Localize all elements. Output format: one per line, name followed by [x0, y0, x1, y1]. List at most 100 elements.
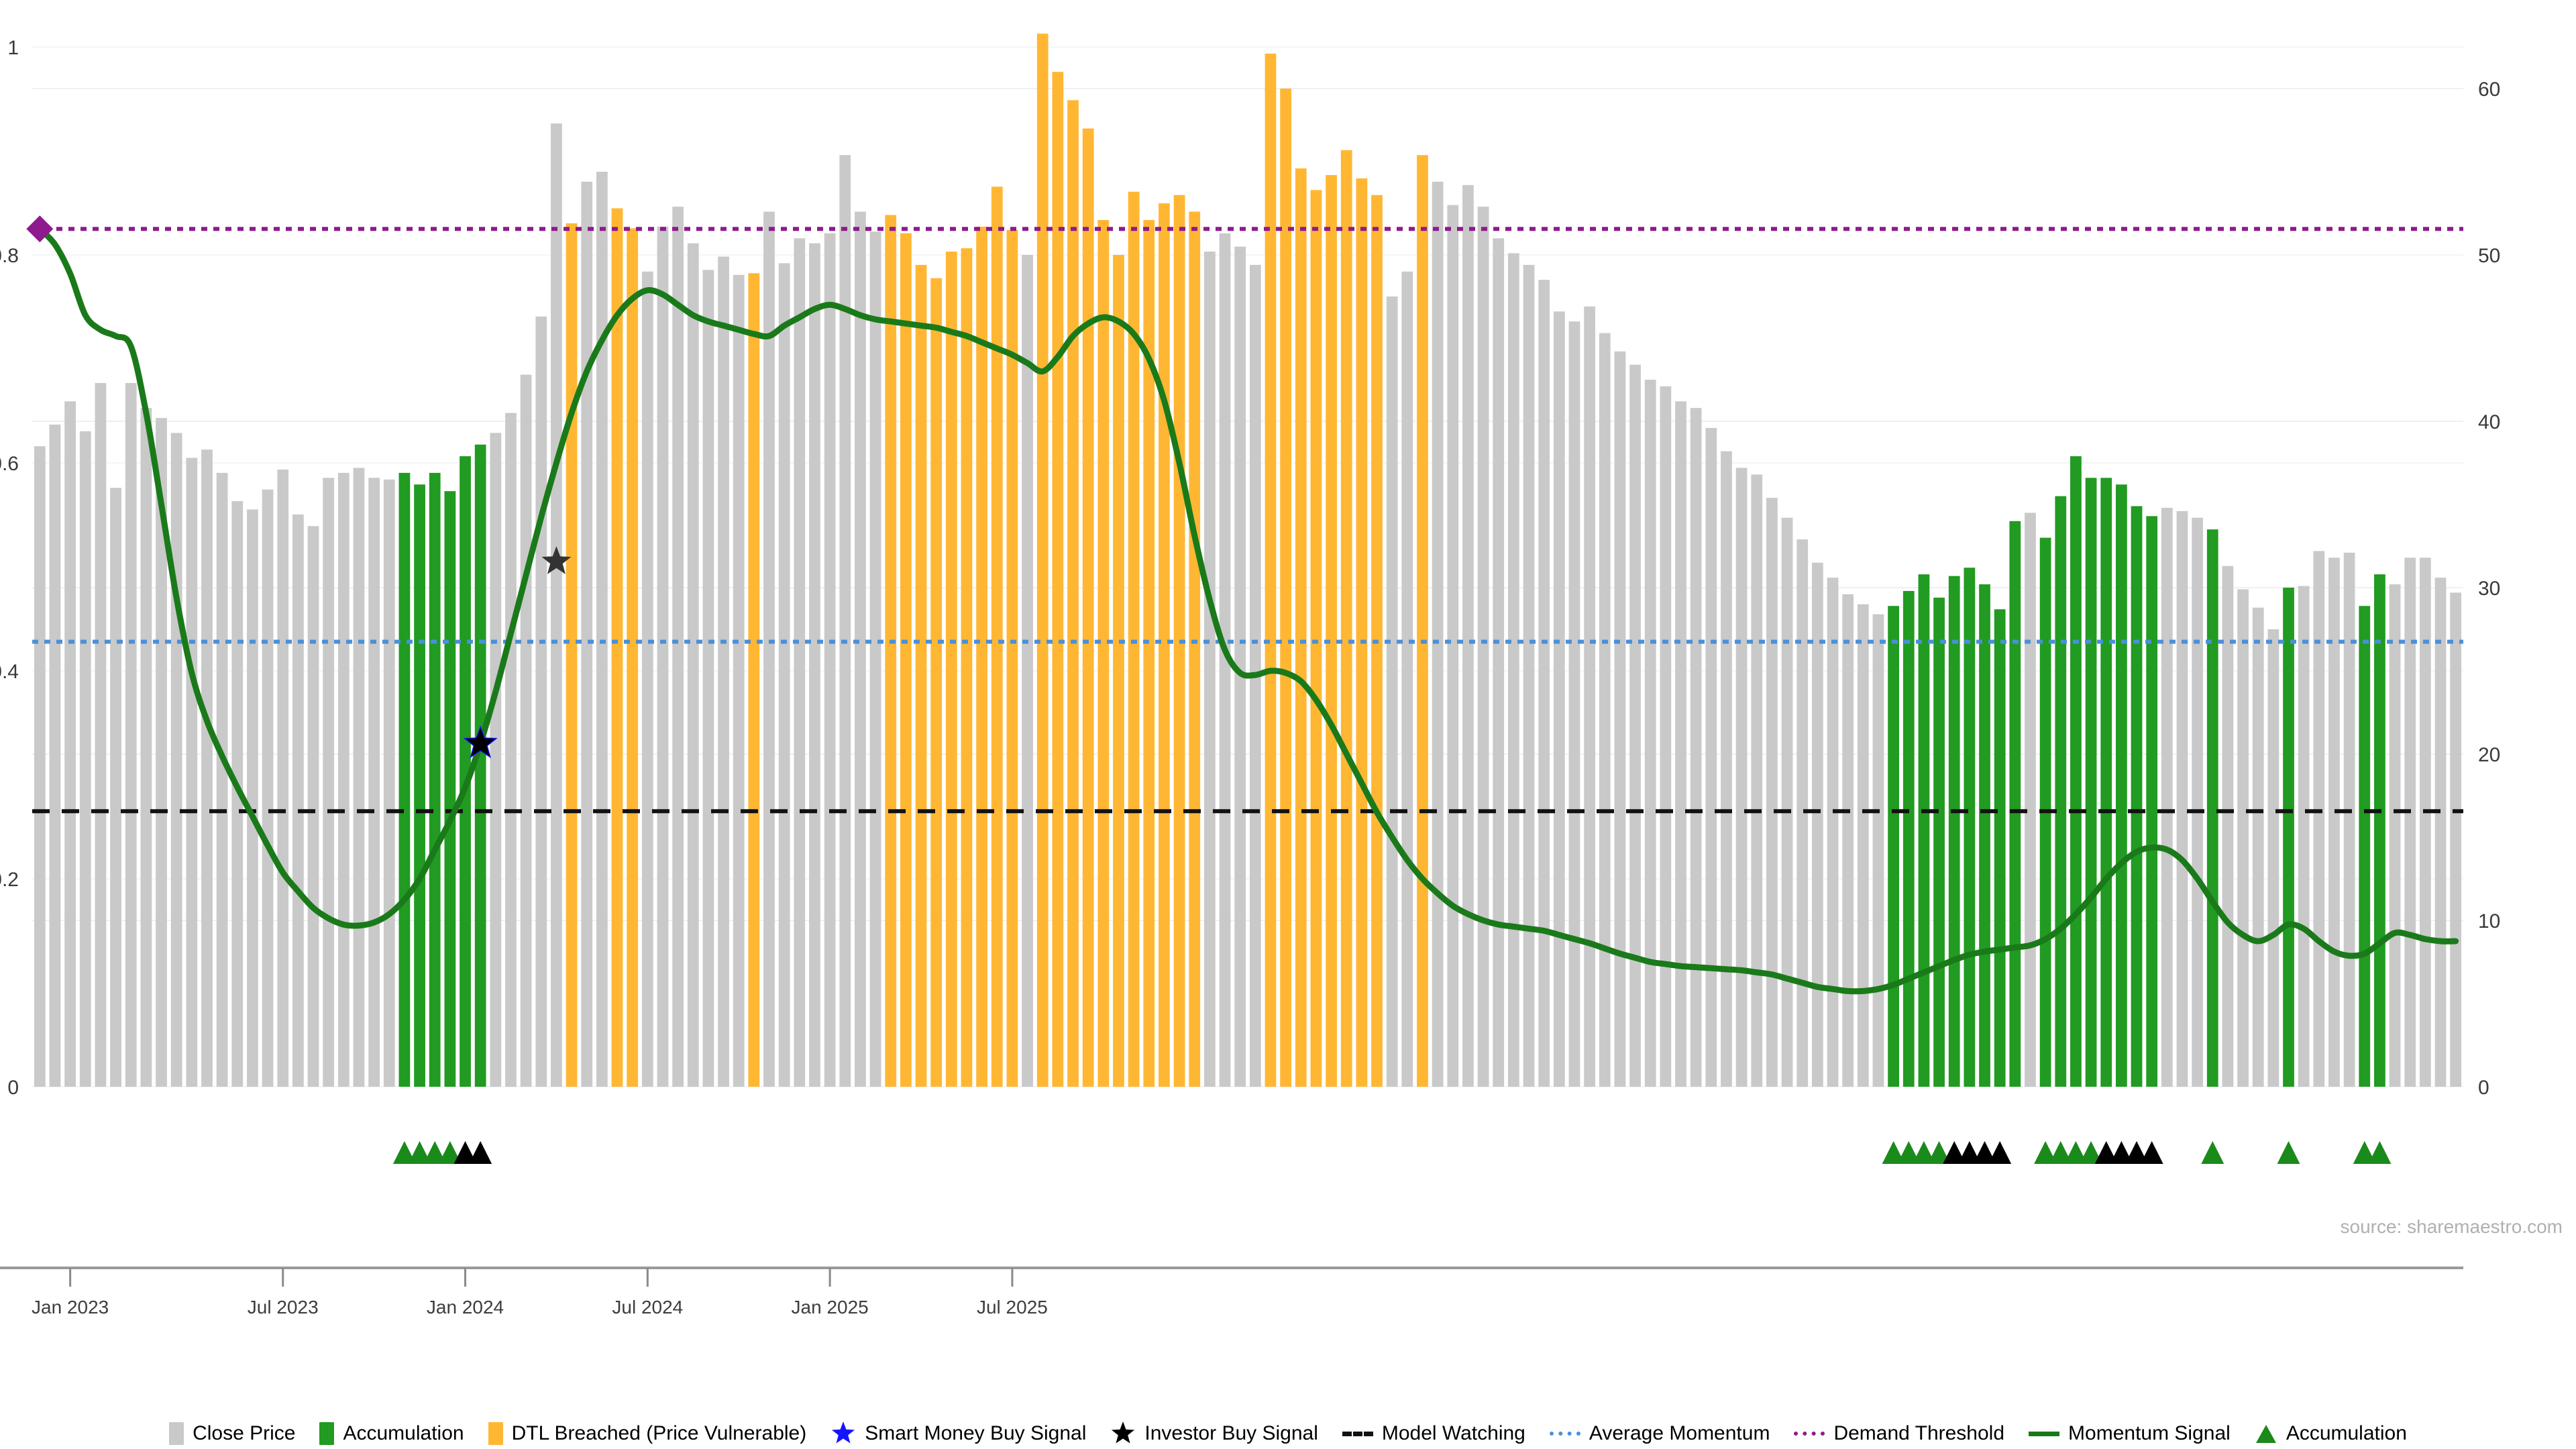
price-bar-accumulation: [414, 484, 425, 1087]
y-axis-right-tick-label: 0: [2478, 1077, 2489, 1099]
price-bar-dtl-breached: [991, 186, 1003, 1087]
accumulation-triangle-green: [2353, 1141, 2376, 1164]
price-bar-close: [277, 469, 289, 1087]
price-bar-accumulation: [2374, 574, 2385, 1087]
price-bar-accumulation: [2146, 516, 2158, 1087]
price-bar-accumulation: [2359, 606, 2371, 1087]
investor-buy-signal-star: [466, 728, 496, 757]
y-axis-left-tick-label: 0.4: [0, 661, 19, 683]
signal-markers: [26, 215, 572, 759]
price-bar-close: [368, 478, 380, 1087]
price-bar-dtl-breached: [915, 264, 927, 1087]
legend-item-label: Average Momentum: [1589, 1422, 1770, 1444]
legend-average-momentum[interactable]: Average Momentum: [1549, 1422, 1770, 1445]
price-bar-close: [1568, 321, 1580, 1087]
price-bar-accumulation: [474, 444, 486, 1087]
price-bar-close: [201, 449, 213, 1087]
price-bar-close: [2192, 517, 2203, 1087]
legend-bar-swatch-icon: [169, 1422, 184, 1445]
accumulation-triangle-black: [2110, 1141, 2133, 1164]
x-axis-tick-label: Jul 2024: [612, 1297, 683, 1318]
price-bar-close: [2237, 589, 2249, 1087]
price-bar-close: [1644, 380, 1656, 1087]
reference-lines: [32, 227, 2463, 814]
legend-item-label: Accumulation: [2286, 1422, 2407, 1444]
x-axis-tick-label: Jan 2023: [32, 1297, 109, 1318]
accumulation-triangle-green: [1927, 1141, 1951, 1164]
price-bar-close: [839, 155, 851, 1087]
legend-item-label: Model Watching: [1381, 1422, 1525, 1444]
accumulation-triangle-green: [2080, 1141, 2103, 1164]
legend-dtl-breached[interactable]: DTL Breached (Price Vulnerable): [488, 1422, 806, 1445]
legend-model-watching[interactable]: Model Watching: [1342, 1422, 1525, 1445]
price-bar-dtl-breached: [1417, 155, 1428, 1087]
price-bar-close: [824, 233, 836, 1087]
accumulation-triangle-black: [2140, 1141, 2163, 1164]
legend-close-price[interactable]: Close Price: [169, 1422, 295, 1445]
price-bar-close: [307, 526, 319, 1087]
y-axis-right-tick-label: 60: [2478, 78, 2500, 101]
price-bar-dtl-breached: [1280, 89, 1291, 1087]
price-bar-close: [869, 231, 881, 1087]
legend-smart-money-buy-signal[interactable]: Smart Money Buy Signal: [830, 1421, 1086, 1446]
price-bar-accumulation: [1994, 609, 2006, 1087]
price-bar-accumulation: [2085, 478, 2097, 1087]
legend-momentum-signal[interactable]: Momentum Signal: [2029, 1422, 2231, 1445]
price-bar-close: [186, 458, 198, 1087]
price-bar-close: [1507, 253, 1519, 1087]
price-bar-close: [1751, 474, 1763, 1087]
price-bar-close: [1705, 427, 1717, 1087]
legend-accumulation-bar[interactable]: Accumulation: [319, 1422, 464, 1445]
price-bar-close: [95, 382, 107, 1087]
y-axis-right-tick-label: 20: [2478, 744, 2500, 766]
price-bar-dtl-breached: [1310, 190, 1322, 1087]
price-bar-accumulation: [398, 472, 411, 1087]
price-bar-close: [64, 401, 76, 1087]
chart-legend: Close Price Accumulation DTL Breached (Pri…: [0, 1421, 2576, 1446]
price-bar-close: [505, 413, 517, 1087]
legend-line-swatch-icon: [2029, 1431, 2060, 1436]
accumulation-triangle-black: [2125, 1141, 2149, 1164]
legend-accumulation-triangle[interactable]: Accumulation: [2255, 1422, 2407, 1445]
price-bar-accumulation: [2283, 588, 2294, 1087]
price-bar-close: [1234, 246, 1246, 1087]
price-bar-accumulation: [1964, 568, 1976, 1087]
price-bar-close: [1599, 333, 1611, 1087]
price-bar-close: [1735, 468, 1748, 1087]
price-bar-close: [641, 271, 653, 1087]
price-bar-close: [702, 270, 714, 1087]
price-bar-close: [733, 274, 745, 1087]
legend-demand-threshold[interactable]: Demand Threshold: [1794, 1422, 2004, 1445]
legend-dotted-line-icon: [1549, 1432, 1580, 1436]
accumulation-triangle-green: [2277, 1141, 2300, 1164]
price-bar-close: [1477, 207, 1489, 1087]
price-bar-close: [2267, 629, 2279, 1087]
price-bar-accumulation: [2055, 496, 2067, 1087]
legend-dashed-line-icon: [1342, 1431, 1373, 1436]
momentum-signal-line: [36, 225, 2459, 995]
accumulation-triangle-green: [2201, 1141, 2224, 1164]
price-bar-close: [2343, 552, 2355, 1087]
price-bar-close: [216, 472, 228, 1087]
accumulation-triangle-green: [2049, 1141, 2072, 1164]
y-axis-right-tick-label: 50: [2478, 245, 2500, 267]
gridlines: [32, 46, 2463, 1087]
price-bar-close: [1553, 311, 1565, 1087]
price-bar-dtl-breached: [1189, 211, 1201, 1087]
price-bar-close: [1842, 594, 1854, 1087]
price-bar-close: [794, 238, 806, 1087]
accumulation-triangle-green: [1882, 1141, 1905, 1164]
price-bar-close: [49, 424, 61, 1087]
price-bar-close: [1538, 280, 1550, 1087]
price-bar-dtl-breached: [1159, 203, 1170, 1087]
price-bar-accumulation: [2009, 521, 2021, 1087]
price-bar-accumulation: [1979, 584, 1990, 1087]
price-bar-dtl-breached: [1128, 191, 1140, 1087]
legend-investor-buy-signal[interactable]: Investor Buy Signal: [1110, 1421, 1318, 1446]
price-bar-close: [140, 408, 152, 1087]
price-bar-close: [2419, 557, 2431, 1087]
price-bar-close: [1660, 386, 1672, 1087]
accumulation-triangle-black: [453, 1141, 477, 1164]
price-bar-dtl-breached: [1113, 255, 1124, 1087]
